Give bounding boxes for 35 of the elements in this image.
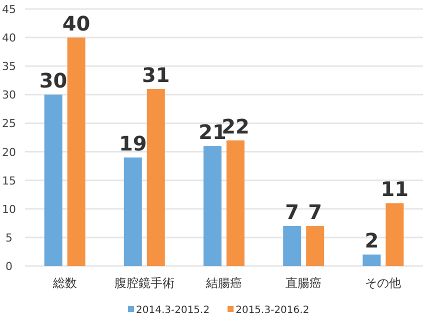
bar	[67, 38, 86, 266]
y-tick-label: 30	[2, 88, 16, 102]
data-label: 2	[364, 228, 379, 253]
bar	[306, 226, 324, 266]
data-label: 7	[285, 200, 300, 224]
bar	[146, 88, 165, 266]
bar	[283, 226, 302, 266]
data-label: 40	[62, 12, 90, 36]
data-label: 19	[118, 131, 147, 156]
bar	[362, 254, 381, 266]
x-tick-label: 腹腔鏡手術	[114, 276, 174, 290]
x-tick-label: 直腸癌	[286, 276, 322, 290]
bar	[386, 203, 404, 266]
y-tick-label: 25	[2, 117, 16, 130]
y-tick-label: 5	[6, 231, 12, 244]
x-tick-label: 総数	[52, 276, 77, 290]
y-tick-label: 10	[2, 202, 16, 216]
y-tick-label: 0	[6, 260, 12, 273]
data-label: 7	[308, 200, 322, 224]
y-tick-label: 40	[2, 32, 16, 45]
bar	[124, 157, 142, 266]
bar	[226, 140, 244, 266]
bar	[44, 94, 62, 266]
data-label: 30	[39, 68, 68, 93]
y-tick-label: 45	[2, 3, 16, 16]
legend-label: 2014.3-2015.2	[136, 305, 210, 316]
y-tick-label: 20	[2, 146, 16, 159]
data-label: 11	[380, 177, 409, 202]
y-tick-label: 35	[2, 60, 16, 74]
x-tick-label: その他	[365, 276, 402, 290]
y-tick-label: 15	[2, 174, 16, 188]
data-label: 31	[142, 62, 170, 87]
bar	[204, 146, 222, 266]
legend-label: 2015.3-2016.2	[236, 305, 310, 316]
x-tick-label: 結腸癌	[205, 276, 242, 290]
